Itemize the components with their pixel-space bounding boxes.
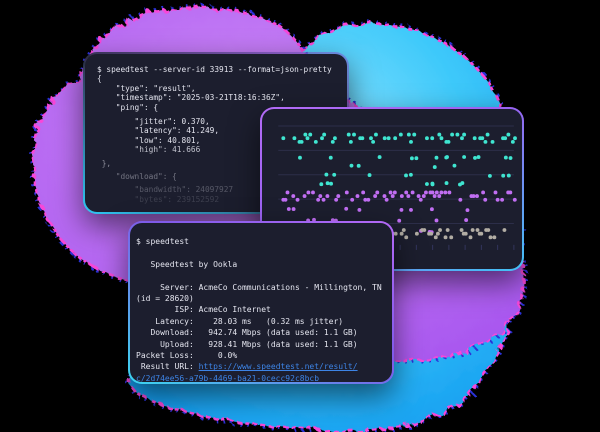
terminal-line: "latency": 41.249,: [97, 126, 220, 136]
terminal-line: Server: AcmeCo Communications - Millingt…: [136, 282, 382, 292]
result-url-link[interactable]: c/2d74ee56-a79b-4469-ba21-0cecc92c8bcb: [136, 373, 320, 382]
terminal-line: Result URL: https://www.speedtest.net/re…: [136, 362, 358, 372]
terminal-line: "ping": {: [97, 102, 159, 112]
terminal-line: "timestamp": "2025-03-21T18:16:36Z",: [97, 93, 285, 103]
terminal-line: Latency: 28.03 ms (0.32 ms jitter): [136, 316, 344, 326]
result-terminal-window: $ speedtest Speedtest by Ookla Server: A…: [128, 221, 394, 384]
terminal-line: },: [97, 158, 112, 168]
result-url-link[interactable]: https://www.speedtest.net/result/: [198, 362, 358, 372]
latency-scatter-plot: [278, 125, 517, 250]
terminal-line: "bytes": 239152592: [97, 194, 220, 204]
terminal-line: $ speedtest: [136, 237, 189, 246]
terminal-line: {: [97, 74, 102, 84]
terminal-line: "jitter": 0.370,: [97, 116, 210, 126]
result-terminal-content: $ speedtest Speedtest by Ookla Server: A…: [130, 223, 392, 382]
terminal-line: Packet Loss: 0.0%: [136, 350, 238, 360]
terminal-line: $ speedtest --server-id 33913 --format=j…: [97, 65, 332, 74]
terminal-line: "bandwidth": 24097927: [97, 185, 234, 195]
terminal-line: Speedtest by Ookla: [136, 259, 238, 269]
terminal-line: "download": {: [97, 171, 177, 181]
terminal-line: [136, 270, 388, 281]
terminal-line: Download: 942.74 Mbps (data used: 1.1 GB…: [136, 328, 358, 338]
terminal-line: c/2d74ee56-a79b-4469-ba21-0cecc92c8bcb: [136, 373, 388, 382]
terminal-line: [136, 247, 388, 258]
terminal-line: (id = 28620): [136, 293, 194, 303]
terminal-line: "high": 41.666: [97, 145, 201, 155]
terminal-line: ISP: AcmeCo Internet: [136, 305, 271, 315]
terminal-line: "low": 40.801,: [97, 135, 201, 145]
terminal-line: "type": "result",: [97, 83, 196, 93]
terminal-line: Upload: 928.41 Mbps (data used: 1.1 GB): [136, 339, 358, 349]
